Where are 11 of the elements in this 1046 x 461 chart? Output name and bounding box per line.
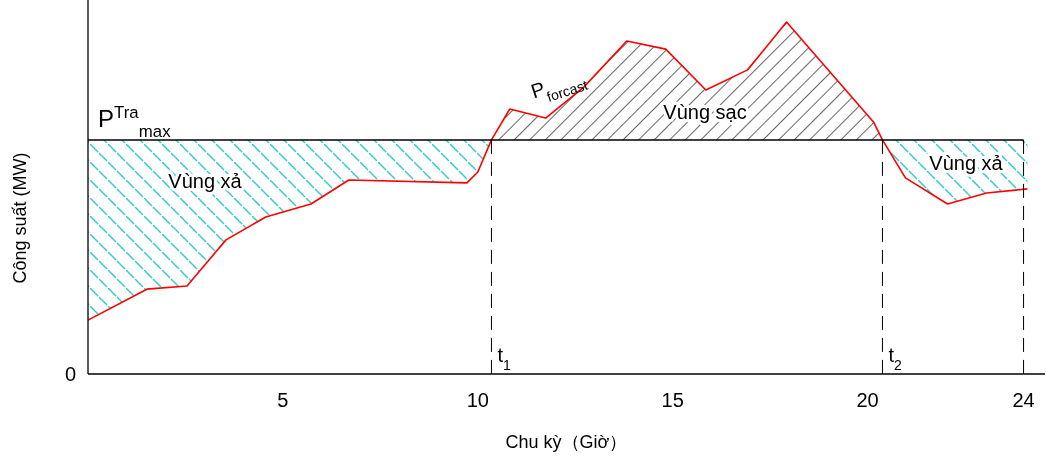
x-axis-title: Chu kỳ（Giờ） — [505, 432, 628, 452]
text: 0 — [64, 363, 76, 385]
ref-line-label: t$_{1}$ — [497, 344, 512, 373]
x-tick-label: 15 — [661, 389, 684, 411]
x-tick-label: 20 — [856, 389, 879, 411]
x-tick-label: 5 — [277, 389, 289, 411]
x-tick-label: 24 — [1012, 389, 1035, 411]
annotation: P$_{forcast}$ — [528, 76, 590, 105]
y-axis-title: Công suất (MW) — [10, 152, 30, 284]
ref-line-label: t$_{2}$ — [888, 344, 903, 373]
x-tick-label: 10 — [466, 389, 489, 411]
